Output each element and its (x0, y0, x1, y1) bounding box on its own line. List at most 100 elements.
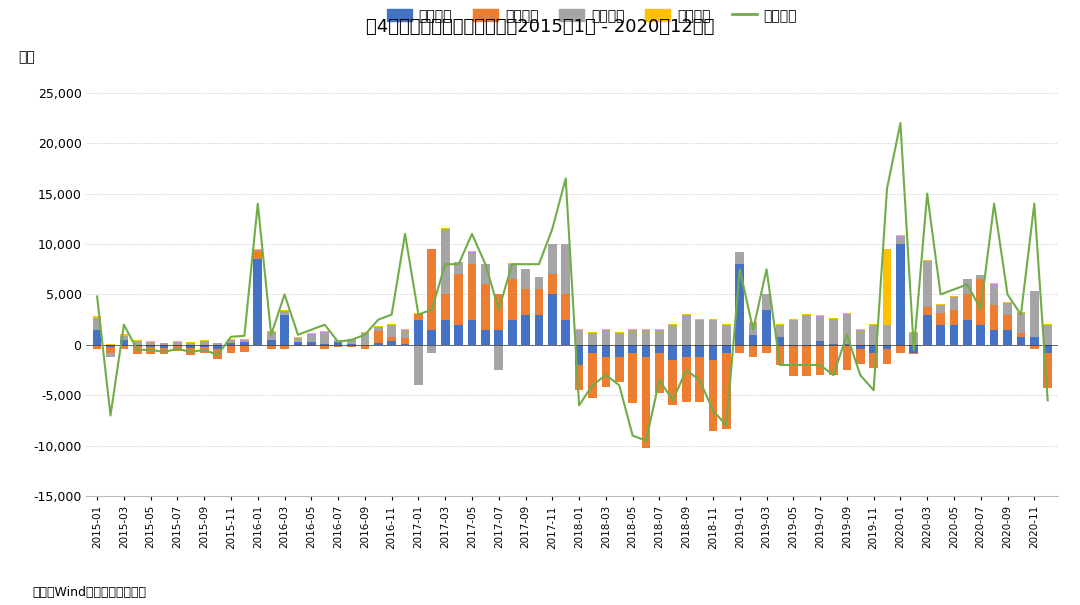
Bar (615, 333, 623, 345)
Bar (133, 346, 141, 354)
Bar (267, 340, 275, 345)
Bar (347, 340, 355, 344)
Bar (1043, 345, 1052, 353)
Text: 图4：新增社融分项同比增量（2015年1月 - 2020年12月）: 图4：新增社融分项同比增量（2015年1月 - 2020年12月） (366, 18, 714, 36)
Bar (602, 330, 610, 345)
Bar (160, 344, 168, 345)
Bar (495, 295, 503, 330)
Bar (829, 344, 838, 345)
Bar (1003, 302, 1012, 315)
Bar (748, 345, 757, 357)
Bar (120, 336, 129, 340)
Bar (949, 298, 958, 310)
Bar (789, 346, 798, 376)
Bar (227, 345, 235, 353)
Bar (949, 325, 958, 345)
Bar (602, 345, 610, 357)
Bar (1030, 337, 1039, 345)
Bar (294, 338, 302, 342)
Bar (1030, 292, 1039, 337)
Bar (575, 329, 583, 330)
Bar (589, 353, 597, 398)
Bar (681, 357, 690, 402)
Bar (254, 250, 262, 251)
Bar (388, 341, 396, 345)
Bar (455, 325, 463, 345)
Bar (133, 341, 141, 345)
Bar (401, 338, 409, 344)
Bar (187, 344, 195, 345)
Bar (589, 345, 597, 353)
Bar (401, 330, 409, 338)
Bar (681, 315, 690, 345)
Bar (589, 333, 597, 345)
Bar (93, 330, 102, 345)
Bar (428, 345, 436, 353)
Bar (869, 345, 878, 353)
Bar (629, 353, 637, 404)
Bar (562, 319, 570, 345)
Bar (1030, 345, 1039, 349)
Bar (896, 345, 905, 353)
Bar (93, 318, 102, 330)
Bar (976, 280, 985, 325)
Bar (882, 349, 891, 364)
Bar (629, 345, 637, 353)
Bar (307, 334, 315, 342)
Bar (334, 341, 342, 342)
Legend: 表内贷款, 影子银行, 直接融资, 其他融资, 新增社融: 表内贷款, 影子银行, 直接融资, 其他融资, 新增社融 (381, 3, 802, 28)
Bar (762, 295, 771, 310)
Bar (160, 348, 168, 354)
Bar (240, 339, 248, 340)
Bar (575, 365, 583, 390)
Bar (495, 330, 503, 345)
Bar (227, 343, 235, 345)
Bar (455, 262, 463, 274)
Bar (842, 313, 851, 344)
Bar (441, 229, 449, 295)
Bar (696, 319, 704, 345)
Bar (187, 345, 195, 348)
Bar (656, 329, 664, 330)
Bar (240, 345, 248, 352)
Bar (1043, 353, 1052, 388)
Bar (428, 249, 436, 330)
Bar (789, 319, 798, 345)
Bar (762, 345, 771, 353)
Bar (93, 316, 102, 318)
Bar (949, 310, 958, 325)
Bar (723, 345, 731, 353)
Bar (414, 313, 422, 319)
Bar (213, 349, 222, 359)
Bar (775, 325, 784, 337)
Bar (963, 280, 972, 295)
Bar (735, 264, 744, 345)
Bar (963, 319, 972, 345)
Bar (120, 340, 129, 345)
Text: 亿元: 亿元 (18, 50, 36, 64)
Bar (575, 330, 583, 345)
Bar (602, 329, 610, 330)
Bar (481, 284, 489, 330)
Bar (441, 319, 449, 345)
Bar (882, 249, 891, 325)
Bar (976, 275, 985, 280)
Bar (495, 345, 503, 370)
Bar (656, 330, 664, 345)
Bar (374, 327, 382, 331)
Bar (146, 347, 156, 354)
Bar (388, 337, 396, 341)
Bar (213, 344, 222, 345)
Bar (508, 264, 516, 280)
Bar (254, 259, 262, 345)
Bar (160, 345, 168, 348)
Bar (522, 315, 530, 345)
Bar (856, 330, 865, 345)
Bar (615, 332, 623, 333)
Bar (414, 345, 422, 385)
Bar (455, 274, 463, 325)
Bar (775, 345, 784, 365)
Bar (896, 236, 905, 244)
Bar (294, 345, 302, 346)
Bar (133, 345, 141, 346)
